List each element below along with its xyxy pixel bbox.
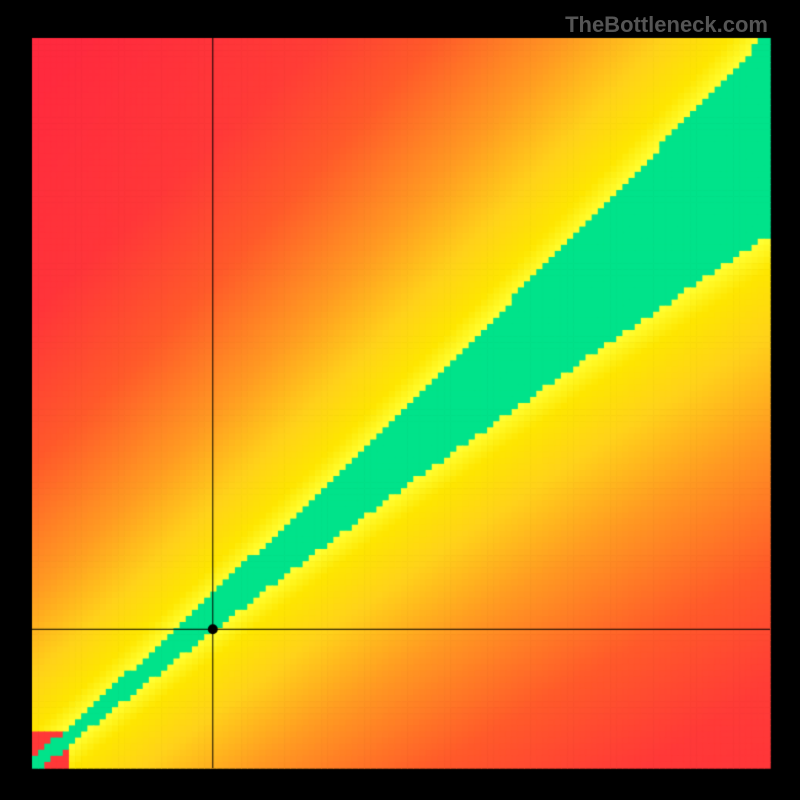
watermark-text: TheBottleneck.com — [565, 12, 768, 38]
heatmap-canvas — [0, 0, 800, 800]
chart-container: TheBottleneck.com — [0, 0, 800, 800]
